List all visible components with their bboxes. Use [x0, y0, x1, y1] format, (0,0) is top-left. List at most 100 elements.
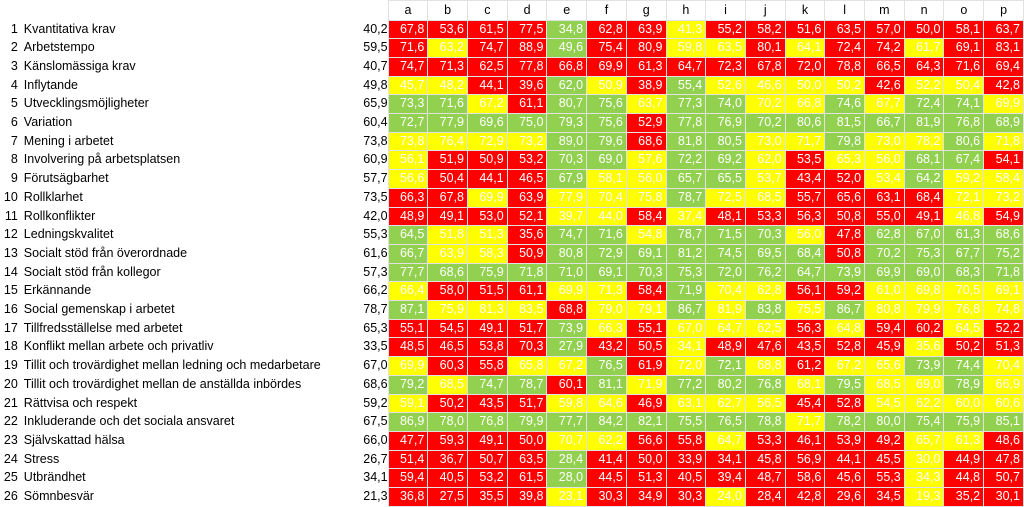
value-cell-m[interactable]: 73,0 — [864, 131, 905, 152]
value-cell-e[interactable]: 23,1 — [546, 487, 588, 507]
value-cell-n[interactable]: 79,9 — [903, 300, 945, 320]
value-cell-h[interactable]: 86,7 — [665, 300, 707, 320]
value-cell-n[interactable]: 65,7 — [903, 430, 945, 451]
row-total-cell[interactable]: 65,9 — [363, 96, 388, 111]
value-cell-c[interactable]: 72,9 — [467, 131, 508, 152]
value-cell-i[interactable]: 39,4 — [705, 468, 746, 489]
row-total-cell[interactable]: 66,0 — [363, 432, 388, 447]
value-cell-a[interactable]: 73,8 — [387, 131, 429, 152]
value-cell-k[interactable]: 68,4 — [784, 243, 826, 264]
value-cell-c[interactable]: 53,0 — [467, 206, 508, 227]
row-total-cell[interactable]: 57,3 — [363, 264, 388, 279]
value-cell-j[interactable]: 48,7 — [744, 468, 786, 489]
value-cell-i[interactable]: 71,5 — [705, 225, 746, 245]
value-cell-n[interactable]: 69,0 — [903, 374, 945, 395]
row-number-cell[interactable]: 12 — [3, 227, 18, 242]
value-cell-e[interactable]: 80,8 — [546, 243, 588, 264]
value-cell-f[interactable]: 64,6 — [586, 393, 627, 414]
value-cell-a[interactable]: 86,9 — [387, 412, 429, 432]
row-label-cell[interactable]: Tillit och trovärdighet mellan ledning o… — [23, 358, 321, 373]
value-cell-c[interactable]: 49,1 — [467, 318, 508, 339]
value-cell-n[interactable]: 52,2 — [903, 75, 945, 96]
value-cell-j[interactable]: 76,8 — [744, 374, 786, 395]
value-cell-i[interactable]: 72,1 — [705, 356, 746, 376]
value-cell-i[interactable]: 81,9 — [705, 300, 746, 320]
value-cell-c[interactable]: 74,7 — [467, 374, 508, 395]
value-cell-l[interactable]: 50,2 — [824, 75, 866, 96]
value-cell-j[interactable]: 62,8 — [744, 281, 786, 302]
value-cell-d[interactable]: 73,2 — [506, 131, 548, 152]
value-cell-k[interactable]: 50,0 — [784, 75, 826, 96]
value-cell-f[interactable]: 50,9 — [586, 75, 627, 96]
value-cell-f[interactable]: 72,9 — [586, 243, 627, 264]
value-cell-n[interactable]: 30,0 — [903, 449, 945, 470]
value-cell-c[interactable]: 51,3 — [467, 225, 508, 245]
value-cell-m[interactable]: 45,9 — [864, 337, 905, 358]
value-cell-d[interactable]: 70,3 — [506, 337, 548, 358]
value-cell-d[interactable]: 77,5 — [506, 19, 548, 40]
value-cell-i[interactable]: 24,0 — [705, 487, 746, 507]
value-cell-a[interactable]: 59,4 — [387, 468, 429, 489]
value-cell-j[interactable]: 70,3 — [744, 225, 786, 245]
value-cell-j[interactable]: 56,5 — [744, 393, 786, 414]
value-cell-m[interactable]: 68,5 — [864, 374, 905, 395]
row-number-cell[interactable]: 18 — [3, 339, 18, 354]
value-cell-h[interactable]: 67,0 — [665, 318, 707, 339]
value-cell-p[interactable]: 68,9 — [983, 113, 1024, 133]
value-cell-m[interactable]: 49,2 — [864, 430, 905, 451]
value-cell-j[interactable]: 45,8 — [744, 449, 786, 470]
value-cell-n[interactable]: 72,4 — [903, 94, 945, 115]
value-cell-o[interactable]: 60,0 — [943, 393, 985, 414]
value-cell-k[interactable]: 51,6 — [784, 19, 826, 40]
value-cell-k[interactable]: 75,5 — [784, 300, 826, 320]
value-cell-d[interactable]: 61,1 — [506, 94, 548, 115]
value-cell-m[interactable]: 66,5 — [864, 56, 905, 77]
value-cell-e[interactable]: 34,8 — [546, 19, 588, 40]
value-cell-h[interactable]: 78,7 — [665, 225, 707, 245]
value-cell-f[interactable]: 43,2 — [586, 337, 627, 358]
value-cell-l[interactable]: 65,6 — [824, 187, 866, 208]
value-cell-o[interactable]: 44,8 — [943, 468, 985, 489]
value-cell-h[interactable]: 37,4 — [665, 206, 707, 227]
row-number-cell[interactable]: 20 — [3, 376, 18, 391]
value-cell-b[interactable]: 51,9 — [427, 150, 468, 171]
value-cell-l[interactable]: 53,9 — [824, 430, 866, 451]
value-cell-p[interactable]: 73,2 — [983, 187, 1024, 208]
row-number-cell[interactable]: 11 — [4, 208, 18, 223]
row-number-cell[interactable]: 23 — [3, 432, 18, 447]
value-cell-d[interactable]: 71,8 — [506, 262, 548, 283]
value-cell-j[interactable]: 47,6 — [744, 337, 786, 358]
value-cell-c[interactable]: 53,2 — [467, 468, 508, 489]
value-cell-l[interactable]: 64,8 — [824, 318, 866, 339]
value-cell-m[interactable]: 53,4 — [864, 169, 905, 189]
header-blank-cell[interactable] — [0, 1, 22, 21]
value-cell-e[interactable]: 77,7 — [546, 412, 588, 432]
value-cell-j[interactable]: 80,1 — [744, 38, 786, 58]
row-total-cell[interactable]: 60,4 — [363, 115, 388, 130]
value-cell-o[interactable]: 44,9 — [943, 449, 985, 470]
column-header-m[interactable]: m — [864, 0, 905, 21]
value-cell-e[interactable]: 71,0 — [546, 262, 588, 283]
value-cell-c[interactable]: 69,6 — [467, 113, 508, 133]
row-label-cell[interactable]: Socialt stöd från överordnade — [23, 245, 188, 260]
value-cell-g[interactable]: 34,9 — [625, 487, 667, 507]
value-cell-i[interactable]: 76,5 — [705, 412, 746, 432]
value-cell-o[interactable]: 76,8 — [943, 300, 985, 320]
value-cell-k[interactable]: 64,1 — [784, 38, 826, 58]
value-cell-o[interactable]: 58,1 — [943, 19, 985, 40]
value-cell-b[interactable]: 63,2 — [427, 38, 468, 58]
value-cell-i[interactable]: 48,1 — [705, 206, 746, 227]
value-cell-g[interactable]: 56,6 — [625, 430, 667, 451]
row-number-cell[interactable]: 17 — [3, 320, 18, 335]
value-cell-d[interactable]: 79,9 — [506, 412, 548, 432]
value-cell-b[interactable]: 78,0 — [427, 412, 468, 432]
value-cell-d[interactable]: 78,7 — [506, 374, 548, 395]
value-cell-g[interactable]: 82,1 — [625, 412, 667, 432]
column-header-h[interactable]: h — [665, 0, 707, 21]
value-cell-l[interactable]: 79,8 — [824, 131, 866, 152]
column-header-p[interactable]: p — [983, 0, 1024, 21]
value-cell-l[interactable]: 47,8 — [824, 225, 866, 245]
value-cell-k[interactable]: 72,0 — [784, 56, 826, 77]
value-cell-f[interactable]: 44,0 — [586, 206, 627, 227]
value-cell-o[interactable]: 67,7 — [943, 243, 985, 264]
